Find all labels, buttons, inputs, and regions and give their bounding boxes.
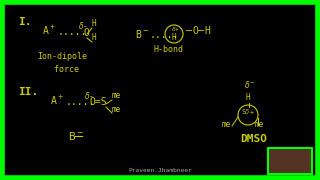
Text: O: O	[83, 28, 89, 38]
Text: $-$H: $-$H	[196, 24, 211, 36]
Text: .....: .....	[150, 30, 180, 40]
Text: me: me	[112, 91, 121, 100]
Text: DMSO: DMSO	[240, 134, 267, 144]
Text: I.: I.	[18, 17, 31, 27]
Text: .....: .....	[66, 97, 95, 107]
Text: Ion-dipole
  force: Ion-dipole force	[37, 52, 87, 73]
Text: $\delta$$^-$: $\delta$$^-$	[244, 79, 256, 90]
Text: Praveen.Jhambneer: Praveen.Jhambneer	[128, 168, 192, 173]
Text: H: H	[246, 93, 251, 102]
Text: H-bond: H-bond	[153, 45, 183, 54]
FancyBboxPatch shape	[268, 148, 312, 174]
Text: B$^-$: B$^-$	[135, 28, 149, 40]
Text: $-$O: $-$O	[184, 24, 199, 36]
Text: H: H	[92, 19, 97, 28]
Text: me: me	[255, 120, 264, 129]
Text: $\delta$-: $\delta$-	[84, 90, 94, 101]
Text: II.: II.	[18, 87, 38, 97]
Text: A$^+$: A$^+$	[50, 94, 64, 107]
Text: O=S: O=S	[89, 97, 107, 107]
Text: $\delta$-: $\delta$-	[78, 20, 88, 31]
Text: me: me	[222, 120, 231, 129]
Text: .....: .....	[58, 27, 87, 37]
Text: H: H	[92, 33, 97, 42]
Text: A$^+$: A$^+$	[42, 24, 56, 37]
Text: B$^-$: B$^-$	[68, 130, 84, 142]
Text: H: H	[172, 33, 177, 42]
Text: me: me	[112, 105, 121, 114]
Text: S$\delta$+: S$\delta$+	[241, 107, 255, 116]
Text: $\delta$+: $\delta$+	[171, 25, 180, 33]
